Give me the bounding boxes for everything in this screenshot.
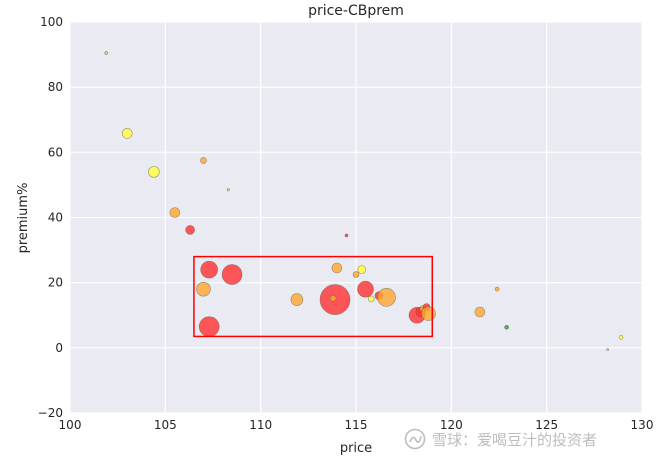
x-tick-labels: 100 105 110 115 120 125 130 <box>59 418 654 432</box>
data-point <box>169 207 181 218</box>
data-point <box>290 293 304 306</box>
data-point <box>377 288 396 307</box>
data-point <box>226 188 230 192</box>
y-tick-label: 100 <box>40 15 63 29</box>
y-tick-label: 40 <box>48 211 63 225</box>
data-point <box>185 225 195 235</box>
data-point <box>200 157 207 164</box>
y-tick-labels: −20 0 20 40 60 80 100 <box>38 15 63 420</box>
x-tick-label: 110 <box>249 418 272 432</box>
watermark-text: 雪球：爱喝豆汁的投资者 <box>432 430 598 449</box>
data-point <box>121 128 133 139</box>
data-point <box>196 281 211 297</box>
data-points <box>104 51 624 351</box>
data-point <box>357 265 367 274</box>
data-point <box>474 306 486 318</box>
x-tick-label: 125 <box>535 418 558 432</box>
data-point <box>494 286 500 292</box>
data-point <box>618 335 624 340</box>
y-tick-label: 0 <box>55 341 63 355</box>
data-point <box>221 264 243 285</box>
x-tick-label: 100 <box>59 418 82 432</box>
grid-lines <box>69 21 643 414</box>
snowball-logo-icon <box>404 428 426 450</box>
highlight-box <box>193 255 434 338</box>
data-point <box>200 260 218 279</box>
x-tick-label: 115 <box>345 418 368 432</box>
y-tick-label: 60 <box>48 145 63 159</box>
data-point <box>606 348 609 351</box>
x-tick-label: 120 <box>440 418 463 432</box>
data-point <box>504 325 509 330</box>
y-axis-label: premium% <box>16 183 31 254</box>
x-tick-label: 105 <box>154 418 177 432</box>
data-point <box>331 262 343 274</box>
data-point <box>367 295 375 303</box>
y-tick-label: 80 <box>48 80 63 94</box>
chart-title: price-CBprem <box>308 3 404 19</box>
data-point <box>357 280 374 298</box>
data-point <box>148 166 160 178</box>
data-point <box>344 233 349 238</box>
x-tick-label: 130 <box>631 418 654 432</box>
data-point <box>198 316 220 337</box>
data-point <box>421 306 436 321</box>
watermark: 雪球：爱喝豆汁的投资者 <box>404 424 597 454</box>
data-point <box>329 295 337 302</box>
y-tick-label: −20 <box>38 406 63 420</box>
y-tick-label: 20 <box>48 276 63 290</box>
x-axis-label: price <box>340 441 372 456</box>
data-point <box>352 271 360 278</box>
data-point <box>104 51 109 55</box>
